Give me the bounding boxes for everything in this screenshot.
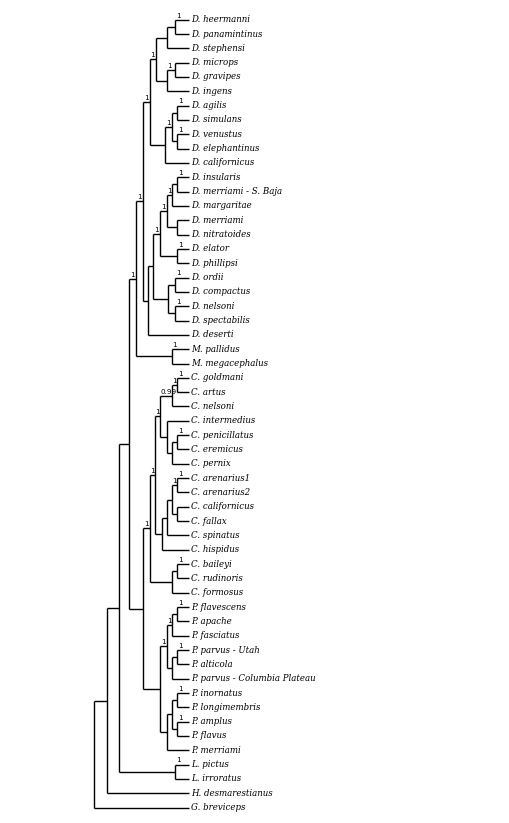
Text: D. agilis: D. agilis (191, 101, 226, 110)
Text: 1: 1 (177, 471, 182, 477)
Text: C. fallax: C. fallax (191, 517, 227, 526)
Text: 1: 1 (177, 686, 182, 692)
Text: H. desmarestianus: H. desmarestianus (191, 788, 272, 797)
Text: 1: 1 (172, 342, 177, 348)
Text: 1: 1 (177, 127, 182, 133)
Text: L. pictus: L. pictus (191, 760, 229, 770)
Text: 1: 1 (172, 378, 177, 384)
Text: D. compactus: D. compactus (191, 287, 250, 296)
Text: D. elephantinus: D. elephantinus (191, 144, 259, 153)
Text: P. amplus: P. amplus (191, 717, 232, 726)
Text: 1: 1 (160, 204, 165, 210)
Text: 1: 1 (160, 639, 165, 645)
Text: D. venustus: D. venustus (191, 130, 242, 139)
Text: D. simulans: D. simulans (191, 115, 241, 124)
Text: 1: 1 (177, 714, 182, 720)
Text: C. arenarius2: C. arenarius2 (191, 488, 250, 497)
Text: 1: 1 (176, 12, 180, 19)
Text: C. eremicus: C. eremicus (191, 445, 243, 454)
Text: M. megacephalus: M. megacephalus (191, 359, 268, 368)
Text: 1: 1 (150, 467, 155, 474)
Text: P. inornatus: P. inornatus (191, 689, 242, 698)
Text: 0.99: 0.99 (160, 388, 177, 394)
Text: C. penicillatus: C. penicillatus (191, 430, 253, 439)
Text: P. flavescens: P. flavescens (191, 602, 246, 611)
Text: D. californicus: D. californicus (191, 159, 254, 167)
Text: 1: 1 (177, 170, 182, 176)
Text: 1: 1 (130, 272, 134, 277)
Text: D. margaritae: D. margaritae (191, 202, 251, 211)
Text: 1: 1 (177, 242, 182, 248)
Text: D. gravipes: D. gravipes (191, 72, 240, 81)
Text: P. flavus: P. flavus (191, 732, 226, 741)
Text: C. formosus: C. formosus (191, 588, 243, 597)
Text: D. microps: D. microps (191, 58, 238, 67)
Text: P. alticola: P. alticola (191, 660, 233, 669)
Text: 1: 1 (176, 271, 180, 277)
Text: P. merriami: P. merriami (191, 746, 241, 755)
Text: 1: 1 (165, 120, 170, 126)
Text: P. parvus - Columbia Plateau: P. parvus - Columbia Plateau (191, 674, 315, 683)
Text: 1: 1 (176, 757, 180, 764)
Text: 1: 1 (150, 52, 155, 58)
Text: 1: 1 (177, 600, 182, 606)
Text: D. spectabilis: D. spectabilis (191, 316, 249, 325)
Text: C. spinatus: C. spinatus (191, 531, 239, 540)
Text: D. nelsoni: D. nelsoni (191, 302, 234, 311)
Text: C. rudinoris: C. rudinoris (191, 574, 242, 583)
Text: 1: 1 (136, 194, 141, 200)
Text: D. panamintinus: D. panamintinus (191, 30, 262, 39)
Text: P. apache: P. apache (191, 617, 232, 625)
Text: C. artus: C. artus (191, 388, 225, 397)
Text: L. irroratus: L. irroratus (191, 774, 241, 783)
Text: 1: 1 (154, 226, 158, 233)
Text: M. pallidus: M. pallidus (191, 345, 239, 354)
Text: 1: 1 (177, 99, 182, 105)
Text: 1: 1 (144, 95, 148, 101)
Text: 1: 1 (172, 478, 177, 484)
Text: 1: 1 (177, 557, 182, 563)
Text: D. phillipsi: D. phillipsi (191, 258, 238, 267)
Text: 1: 1 (144, 521, 148, 528)
Text: 1: 1 (167, 63, 172, 68)
Text: 1: 1 (155, 409, 160, 415)
Text: D. nitratoides: D. nitratoides (191, 230, 250, 239)
Text: D. insularis: D. insularis (191, 173, 240, 182)
Text: D. ordii: D. ordii (191, 273, 223, 282)
Text: C. goldmani: C. goldmani (191, 374, 243, 383)
Text: P. parvus - Utah: P. parvus - Utah (191, 645, 260, 654)
Text: C. californicus: C. californicus (191, 502, 254, 511)
Text: C. pernix: C. pernix (191, 459, 231, 468)
Text: C. intermedius: C. intermedius (191, 416, 255, 425)
Text: D. heermanni: D. heermanni (191, 15, 250, 24)
Text: 1: 1 (167, 618, 172, 624)
Text: C. baileyi: C. baileyi (191, 560, 232, 569)
Text: D. elator: D. elator (191, 244, 229, 253)
Text: D. stephensi: D. stephensi (191, 44, 245, 53)
Text: 1: 1 (176, 299, 180, 305)
Text: D. ingens: D. ingens (191, 86, 232, 95)
Text: 1: 1 (177, 643, 182, 649)
Text: P. longimembris: P. longimembris (191, 703, 260, 712)
Text: 1: 1 (167, 188, 172, 194)
Text: C. arenarius1: C. arenarius1 (191, 473, 250, 482)
Text: 1: 1 (177, 428, 182, 434)
Text: 1: 1 (177, 370, 182, 377)
Text: C. nelsoni: C. nelsoni (191, 402, 234, 411)
Text: P. fasciatus: P. fasciatus (191, 631, 239, 640)
Text: C. hispidus: C. hispidus (191, 546, 239, 554)
Text: D. merriami - S. Baja: D. merriami - S. Baja (191, 187, 282, 196)
Text: D. merriami: D. merriami (191, 216, 243, 225)
Text: G. breviceps: G. breviceps (191, 803, 245, 812)
Text: D. deserti: D. deserti (191, 330, 234, 339)
